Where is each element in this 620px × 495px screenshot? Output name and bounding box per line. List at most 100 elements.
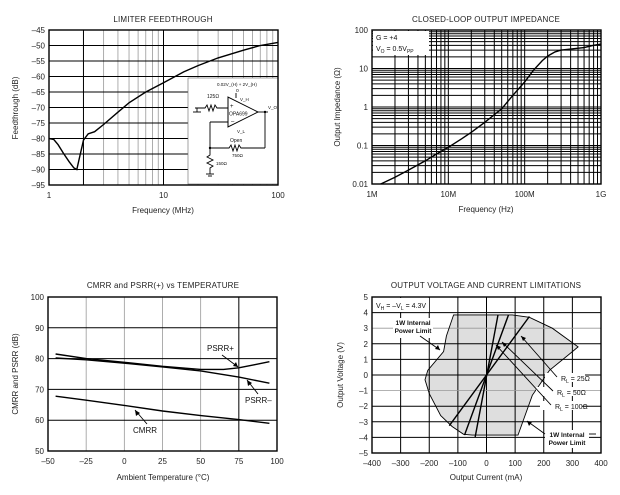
label-bg: [545, 430, 589, 448]
chart-limiter-feedthrough: LIMITER FEEDTHROUGH 0.02V_(H) + 2V_(H) o…: [11, 15, 285, 215]
x-tick-label: –200: [420, 459, 438, 468]
x-tick-label: 200: [537, 459, 551, 468]
chart-title: LIMITER FEEDTHROUGH: [113, 15, 212, 24]
y-tick-label: 10: [359, 65, 368, 74]
y-tick-label: –5: [359, 449, 368, 458]
vh-label: V_H: [240, 97, 249, 102]
x-tick-label: 100M: [515, 190, 535, 199]
x-tick-label: 10: [159, 191, 168, 200]
arrowhead: [496, 345, 501, 350]
grid: [372, 29, 601, 185]
y-tick-label: –75: [32, 119, 46, 128]
plot-frame: [48, 29, 279, 186]
plus-sign: +: [230, 104, 234, 110]
y-tick-label: 70: [35, 385, 44, 394]
rg-label: 150Ω: [216, 161, 228, 166]
vl-label: V_L: [237, 129, 246, 134]
x-tick-label: –50: [41, 457, 55, 466]
y-tick-label: –80: [32, 135, 46, 144]
y-tick-label: 1: [364, 103, 369, 112]
y-tick-label: –2: [359, 402, 368, 411]
label-bg: [545, 373, 585, 382]
y-tick-label: 60: [35, 416, 44, 425]
tick-labels: 1 10 100 –45 –50 –55 –60 –65 –70 –75 –80 –85 –90 –95: [32, 26, 286, 200]
chart-title: CLOSED-LOOP OUTPUT IMPEDANCE: [412, 15, 560, 24]
x-tick-label: –100: [449, 459, 467, 468]
chart-title: OUTPUT VOLTAGE AND CURRENT LIMITATIONS: [391, 281, 581, 290]
series-group: [48, 41, 279, 171]
label-bg: [536, 387, 574, 396]
power-limit-label-top: 1W Internal: [395, 320, 430, 327]
load-line-100-ohm: [474, 314, 499, 438]
label-bg: [393, 318, 433, 338]
x-tick-label: 100: [271, 191, 285, 200]
arrowhead: [527, 421, 532, 426]
y-tick-label: –90: [32, 166, 46, 175]
series-line-zout: [380, 43, 602, 185]
y-tick-label: –60: [32, 73, 46, 82]
opamp-icon: [227, 96, 260, 128]
y-tick-label: –3: [359, 418, 368, 427]
annotation-psrr-minus: PSRR–: [245, 396, 272, 405]
rf-label: 750Ω: [232, 153, 244, 158]
arrowhead: [135, 410, 140, 416]
grid: [372, 297, 601, 453]
legend-supply: VH = –VL = 4.3V: [376, 303, 426, 312]
series-group: [55, 353, 270, 424]
y-tick-label: 3: [364, 324, 369, 333]
pointer-rl100: [495, 344, 552, 406]
x-tick-label: 1G: [596, 190, 607, 199]
pointer-rl50: [501, 341, 554, 392]
y-tick-label: 0: [364, 371, 369, 380]
series-line-cmrr: [55, 395, 270, 424]
y-tick-label: 80: [35, 355, 44, 364]
y-tick-label: 0.01: [352, 180, 368, 189]
series-line-psrr: [55, 357, 270, 384]
legend-box: [373, 31, 429, 55]
tick-labels: 1M 10M 100M 1G 0.01 0.1 1 10 100: [352, 26, 606, 199]
arrowhead: [435, 345, 440, 350]
legend-vo: VO = 0.5VPP: [376, 46, 414, 55]
arrowhead: [521, 336, 526, 341]
power-limit-label-top-2: Power Limit: [395, 328, 433, 335]
series-group: [380, 43, 602, 185]
inset-supply-node: o: [236, 88, 239, 94]
chart-title: CMRR and PSRR(+) vs TEMPERATURE: [87, 281, 239, 290]
inset-rin-label: 125Ω: [207, 94, 219, 100]
region-outline: [424, 314, 579, 436]
y-tick-label: –1: [359, 387, 368, 396]
x-tick-label: 0: [484, 459, 489, 468]
plot-frame: [371, 296, 602, 454]
inset-background: [187, 77, 279, 185]
y-tick-label: –4: [359, 433, 368, 442]
circuit-inset: 0.02V_(H) + 2V_(H) o 125Ω + – OPA699 V_H…: [187, 77, 279, 185]
vl-state-label: Open: [230, 138, 242, 144]
y-tick-label: 50: [35, 447, 44, 456]
load-line-25-ohm: [448, 316, 530, 427]
x-tick-label: –300: [392, 459, 410, 468]
x-tick-label: 1M: [366, 190, 377, 199]
y-tick-label: 1: [364, 355, 369, 364]
x-tick-label: –25: [79, 457, 93, 466]
x-tick-label: 75: [234, 457, 243, 466]
x-tick-label: 10M: [441, 190, 457, 199]
tick-labels: –50 –25 0 25 50 75 100 50 60 70 80 90 100: [31, 293, 285, 466]
arrowhead: [233, 362, 238, 367]
resistor-rg: [205, 148, 215, 174]
chart-cmrr-psrr: CMRR and PSRR(+) vs TEMPERATURE PSRR+ PS…: [11, 281, 284, 482]
x-tick-label: –400: [363, 459, 381, 468]
y-tick-label: –70: [32, 104, 46, 113]
vo-label: V_O: [268, 105, 278, 110]
y-tick-label: 100: [31, 293, 45, 302]
y-tick-label: 5: [364, 293, 369, 302]
series-line-psrr: [55, 353, 270, 371]
annotations: 1W Internal Power Limit RL = 25Ω RL = 50…: [393, 318, 596, 448]
legend-box: [373, 298, 429, 312]
y-tick-label: –85: [32, 150, 46, 159]
y-axis-label: CMRR and PSRR (dB): [11, 333, 20, 415]
x-tick-label: 100: [508, 459, 522, 468]
power-limit-label-bottom: 1W Internal: [549, 432, 584, 439]
x-axis-label: Frequency (MHz): [132, 206, 194, 215]
series-line-feedthrough: [48, 41, 279, 171]
